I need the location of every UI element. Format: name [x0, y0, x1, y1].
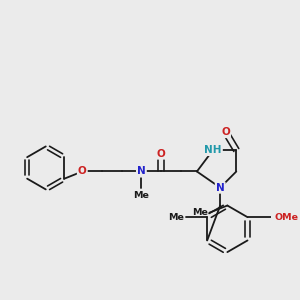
Text: O: O: [221, 127, 230, 137]
Text: OMe: OMe: [274, 213, 298, 222]
Text: Me: Me: [168, 213, 184, 222]
Text: O: O: [157, 148, 166, 159]
Text: Me: Me: [192, 208, 208, 217]
Text: Me: Me: [134, 191, 149, 200]
Text: NH: NH: [204, 145, 222, 155]
Text: N: N: [216, 183, 225, 193]
Text: O: O: [78, 167, 87, 176]
Text: N: N: [137, 167, 146, 176]
